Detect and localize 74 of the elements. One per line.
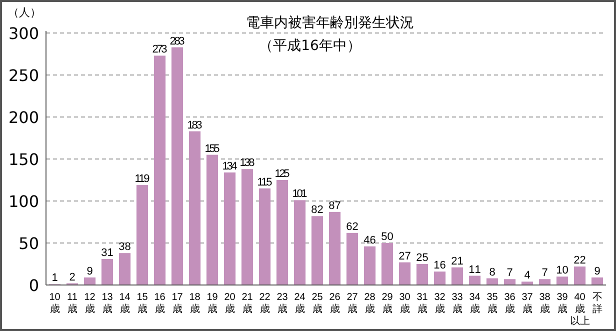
- data-label: 273: [152, 44, 168, 56]
- x-tick-label: 32歳: [434, 292, 446, 315]
- data-label: 9: [594, 265, 600, 278]
- data-label: 101: [292, 188, 308, 200]
- data-label: 62: [346, 220, 358, 233]
- x-tick-label: 13歳: [102, 292, 114, 315]
- x-tick-label: 不詳: [592, 292, 602, 315]
- data-label: 50: [381, 231, 394, 243]
- x-tick-label: 40歳以上: [570, 292, 590, 327]
- x-tick-label: 33歳: [452, 292, 464, 315]
- data-label: 155: [204, 142, 220, 155]
- x-tick-label: 38歳: [539, 292, 551, 315]
- x-tick-label: 24歳: [294, 292, 306, 315]
- data-label: 27: [398, 250, 411, 262]
- y-tick-label: 250: [8, 66, 39, 85]
- data-label: 31: [101, 246, 114, 259]
- data-label: 138: [240, 157, 255, 170]
- data-label: 8: [489, 266, 496, 278]
- x-tick-label: 28歳: [364, 292, 376, 315]
- y-tick-label: 50: [18, 234, 39, 253]
- x-tick-label: 31歳: [416, 292, 428, 315]
- data-label: 7: [506, 267, 513, 280]
- x-tick-label: 23歳: [276, 292, 288, 315]
- x-tick-label: 10歳: [49, 292, 61, 315]
- data-label: 9: [86, 265, 93, 278]
- data-label: 7: [542, 267, 548, 280]
- data-label: 125: [274, 168, 290, 180]
- data-label: 11: [468, 264, 481, 276]
- x-tick-label: 30歳: [399, 292, 411, 315]
- data-label: 4: [524, 270, 530, 282]
- data-label: 134: [222, 160, 238, 172]
- x-tick-label: 19歳: [206, 292, 218, 315]
- data-label: 25: [416, 252, 428, 264]
- x-tick-label: 37歳: [522, 292, 534, 315]
- data-label: 46: [364, 234, 376, 246]
- data-label: 283: [170, 35, 185, 48]
- x-tick-label: 16歳: [154, 292, 166, 315]
- data-label: 82: [311, 204, 324, 216]
- y-tick-label: 0: [28, 276, 39, 295]
- y-tick-label: 100: [8, 192, 39, 211]
- x-tick-label: 39歳: [556, 292, 568, 315]
- x-tick-label: 20歳: [224, 292, 236, 315]
- x-tick-label: 14歳: [119, 292, 131, 315]
- data-label: 21: [451, 255, 464, 268]
- x-tick-label: 35歳: [486, 292, 498, 315]
- y-tick-label: 200: [8, 108, 39, 127]
- x-tick-label: 22歳: [259, 292, 271, 315]
- chart-title: 電車内被害年齢別発生状況: [246, 15, 414, 31]
- data-label: 10: [556, 264, 568, 277]
- data-label: 22: [574, 254, 586, 267]
- x-tick-label: 11歳: [67, 292, 78, 315]
- y-tick-label: 150: [8, 150, 39, 169]
- x-tick-label: 12歳: [84, 292, 96, 315]
- data-label: 183: [187, 119, 202, 132]
- x-tick-label: 25歳: [312, 292, 324, 315]
- x-tick-label: 21歳: [242, 292, 254, 315]
- x-tick-label: 18歳: [189, 292, 201, 315]
- data-label: 119: [134, 173, 150, 186]
- x-tick-label: 34歳: [469, 292, 481, 315]
- data-label: 1: [52, 272, 58, 284]
- chart-subtitle: （平成16年中）: [259, 38, 361, 54]
- y-axis-title: （人）: [8, 6, 41, 19]
- data-label: 2: [69, 271, 76, 284]
- y-tick-label: 300: [8, 24, 39, 43]
- x-tick-label: 29歳: [382, 292, 394, 315]
- x-tick-label: 17歳: [172, 292, 184, 315]
- x-tick-label: 36歳: [504, 292, 516, 315]
- x-tick-label: 27歳: [346, 292, 358, 315]
- data-label: 16: [434, 260, 446, 272]
- data-label: 115: [257, 176, 272, 188]
- data-label: 38: [118, 241, 131, 254]
- x-tick-label: 15歳: [136, 292, 148, 315]
- x-tick-label: 26歳: [329, 292, 341, 315]
- data-label: 87: [328, 200, 341, 212]
